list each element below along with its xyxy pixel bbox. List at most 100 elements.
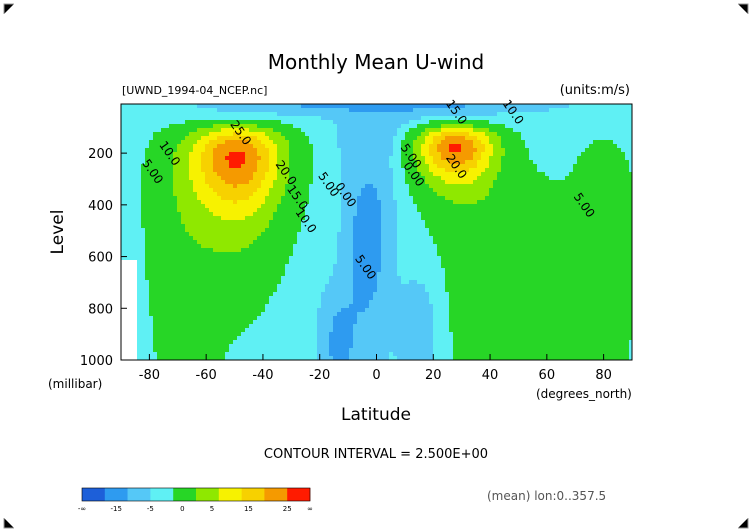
field-cell: [261, 128, 266, 133]
field-cell: [301, 208, 306, 213]
field-cell: [333, 180, 338, 185]
field-cell: [425, 264, 430, 269]
field-cell: [157, 332, 162, 337]
field-cell: [157, 268, 162, 273]
field-cell: [253, 172, 258, 177]
field-cell: [121, 320, 126, 325]
field-cell: [353, 352, 358, 357]
field-cell: [357, 176, 362, 181]
field-cell: [217, 292, 222, 297]
field-cell: [265, 164, 270, 169]
field-cell: [433, 104, 438, 109]
field-cell: [217, 352, 222, 357]
field-cell: [393, 216, 398, 221]
field-cell: [145, 192, 150, 197]
field-cell: [261, 280, 266, 285]
field-cell: [193, 248, 198, 253]
field-cell: [281, 168, 286, 173]
field-cell: [237, 104, 242, 109]
field-cell: [377, 172, 382, 177]
field-cell: [281, 256, 286, 261]
field-cell: [361, 260, 366, 265]
field-cell: [245, 304, 250, 309]
field-cell: [177, 192, 182, 197]
field-cell: [233, 152, 238, 157]
field-cell: [297, 260, 302, 265]
field-cell: [357, 228, 362, 233]
field-cell: [277, 124, 282, 129]
field-cell: [285, 164, 290, 169]
field-cell: [353, 232, 358, 237]
field-cell: [429, 328, 434, 333]
field-cell: [169, 236, 174, 241]
field-cell: [189, 316, 194, 321]
field-cell: [197, 312, 202, 317]
field-cell: [405, 108, 410, 113]
field-cell: [201, 356, 206, 361]
field-cell: [153, 156, 158, 161]
field-cell: [361, 112, 366, 117]
field-cell: [145, 276, 150, 281]
field-cell: [381, 248, 386, 253]
field-cell: [413, 172, 418, 177]
field-cell: [413, 120, 418, 125]
field-cell: [341, 296, 346, 301]
field-cell: [349, 340, 354, 345]
field-cell: [301, 124, 306, 129]
field-cell: [409, 352, 414, 357]
field-cell: [237, 136, 242, 141]
field-cell: [225, 232, 230, 237]
field-cell: [245, 272, 250, 277]
field-cell: [321, 276, 326, 281]
field-cell: [181, 224, 186, 229]
field-cell: [429, 164, 434, 169]
field-cell: [185, 152, 190, 157]
field-cell: [217, 332, 222, 337]
field-cell: [285, 284, 290, 289]
field-cell: [285, 116, 290, 121]
field-cell: [353, 312, 358, 317]
field-cell: [185, 156, 190, 161]
field-cell: [265, 352, 270, 357]
field-cell: [233, 212, 238, 217]
field-cell: [337, 196, 342, 201]
field-cell: [425, 292, 430, 297]
field-cell: [305, 256, 310, 261]
field-cell: [293, 116, 298, 121]
field-cell: [221, 280, 226, 285]
field-cell: [169, 104, 174, 109]
field-cell: [209, 192, 214, 197]
field-cell: [121, 348, 126, 353]
field-cell: [201, 108, 206, 113]
field-cell: [369, 144, 374, 149]
field-cell: [293, 244, 298, 249]
field-cell: [393, 332, 398, 337]
field-cell: [165, 244, 170, 249]
field-cell: [329, 276, 334, 281]
field-cell: [121, 120, 126, 125]
field-cell: [209, 300, 214, 305]
field-cell: [233, 176, 238, 181]
field-cell: [277, 108, 282, 113]
field-cell: [209, 132, 214, 137]
field-cell: [141, 232, 146, 237]
field-cell: [381, 152, 386, 157]
field-cell: [321, 224, 326, 229]
field-cell: [161, 276, 166, 281]
field-cell: [429, 120, 434, 125]
field-cell: [345, 220, 350, 225]
field-cell: [145, 316, 150, 321]
field-cell: [429, 256, 434, 261]
field-cell: [397, 104, 402, 109]
field-cell: [409, 208, 414, 213]
field-cell: [373, 192, 378, 197]
field-cell: [253, 104, 258, 109]
field-cell: [357, 148, 362, 153]
field-cell: [245, 144, 250, 149]
field-cell: [325, 288, 330, 293]
field-cell: [397, 160, 402, 165]
field-cell: [297, 332, 302, 337]
field-cell: [193, 300, 198, 305]
field-cell: [329, 124, 334, 129]
field-cell: [269, 164, 274, 169]
